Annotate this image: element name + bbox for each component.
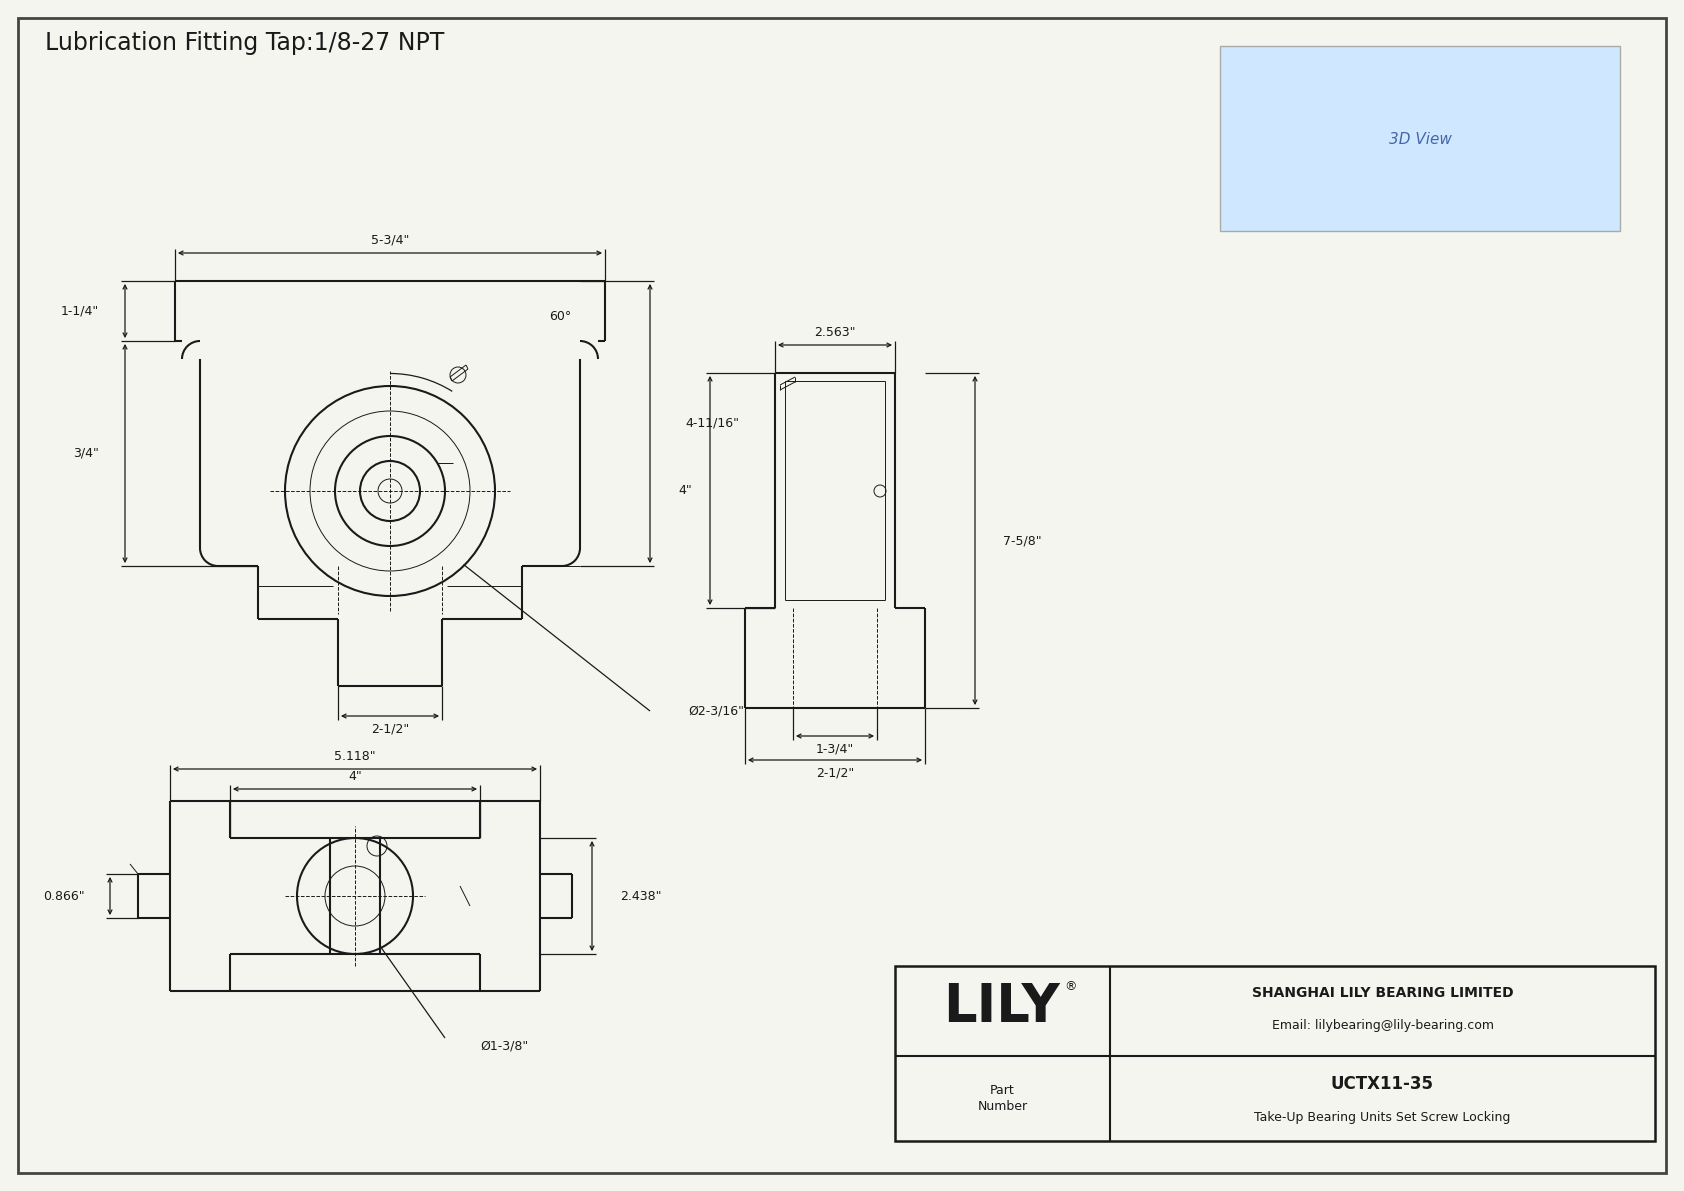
Text: 5.118": 5.118" [333, 749, 376, 762]
Bar [1219, 46, 1620, 231]
Text: Email: lilybearing@lily-bearing.com: Email: lilybearing@lily-bearing.com [1271, 1019, 1494, 1031]
Bar [894, 966, 1655, 1141]
Text: 1-3/4": 1-3/4" [815, 742, 854, 755]
Text: 4": 4" [679, 484, 692, 497]
Text: 0.866": 0.866" [44, 890, 84, 903]
Text: SHANGHAI LILY BEARING LIMITED: SHANGHAI LILY BEARING LIMITED [1251, 986, 1514, 1000]
Text: Ø1-3/8": Ø1-3/8" [480, 1040, 529, 1053]
Text: 2.438": 2.438" [620, 890, 662, 903]
Text: 60°: 60° [549, 310, 571, 323]
Text: 7-5/8": 7-5/8" [1004, 534, 1042, 547]
Text: 2-1/2": 2-1/2" [815, 767, 854, 779]
Text: LILY: LILY [943, 980, 1061, 1033]
Text: Take-Up Bearing Units Set Screw Locking: Take-Up Bearing Units Set Screw Locking [1255, 1111, 1511, 1123]
Text: 2.563": 2.563" [815, 325, 855, 338]
Text: 4-11/16": 4-11/16" [685, 417, 739, 430]
Text: ®: ® [1064, 980, 1076, 993]
Text: Ø2-3/16": Ø2-3/16" [689, 705, 744, 717]
Text: UCTX11-35: UCTX11-35 [1330, 1075, 1435, 1093]
Text: 5-3/4": 5-3/4" [370, 233, 409, 247]
Text: Lubrication Fitting Tap:1/8-27 NPT: Lubrication Fitting Tap:1/8-27 NPT [45, 31, 445, 55]
Text: 4": 4" [349, 769, 362, 782]
Text: 1-1/4": 1-1/4" [61, 305, 99, 318]
Text: 3/4": 3/4" [72, 447, 99, 460]
Text: Part
Number: Part Number [977, 1085, 1027, 1112]
Text: 3D View: 3D View [1389, 131, 1452, 146]
Text: 2-1/2": 2-1/2" [370, 723, 409, 736]
